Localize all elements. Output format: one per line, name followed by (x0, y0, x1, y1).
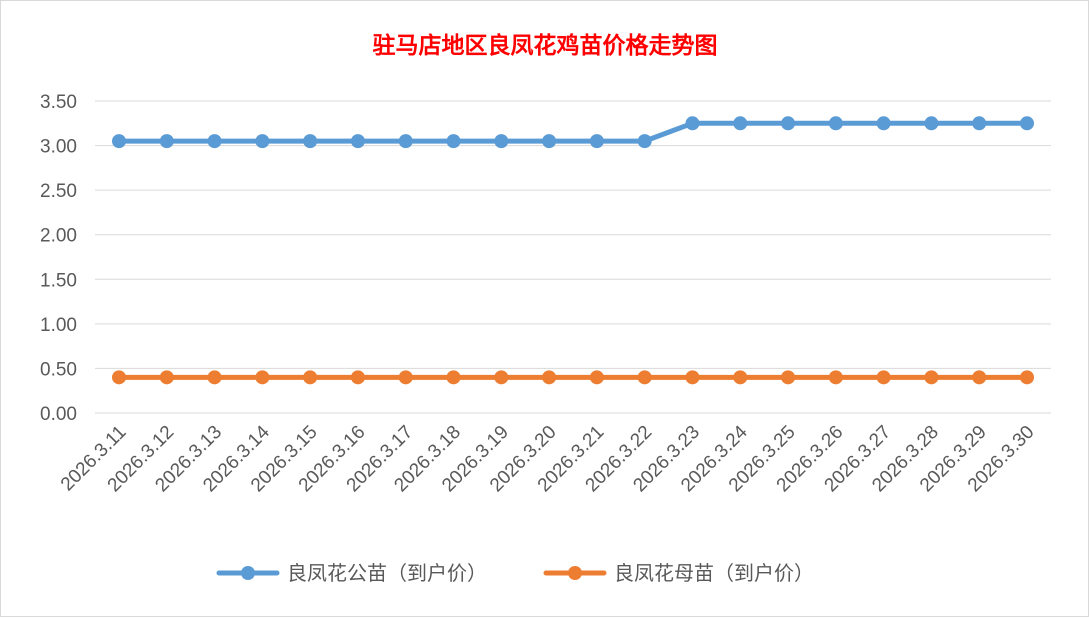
legend-item[interactable]: 良凤花母苗（到户价） (543, 561, 814, 585)
data-point (398, 134, 413, 149)
legend-marker (241, 566, 255, 580)
y-tick-label: 1.50 (40, 270, 77, 291)
y-tick-label: 0.50 (40, 359, 77, 380)
legend-label: 良凤花公苗（到户价） (287, 561, 487, 585)
data-point (398, 370, 413, 385)
data-point (589, 134, 604, 149)
data-point (972, 116, 987, 131)
data-point (207, 134, 222, 149)
data-point (255, 134, 270, 149)
data-point (350, 134, 365, 149)
data-point (350, 370, 365, 385)
data-point (589, 370, 604, 385)
chart-title: 驻马店地区良凤花鸡苗价格走势图 (373, 32, 718, 59)
data-point (159, 134, 174, 149)
data-point (637, 134, 652, 149)
series-line (116, 120, 1030, 144)
data-point (876, 370, 891, 385)
y-tick-label: 3.50 (40, 92, 77, 113)
data-point (255, 370, 270, 385)
data-point (1020, 116, 1034, 131)
data-point (685, 370, 700, 385)
data-point (781, 370, 796, 385)
legend-item[interactable]: 良凤花公苗（到户价） (216, 561, 487, 585)
data-point (828, 370, 843, 385)
series-group (112, 116, 1034, 385)
y-tick-label: 3.00 (40, 137, 77, 158)
data-point (207, 370, 222, 385)
legend-label: 良凤花母苗（到户价） (614, 561, 814, 585)
data-point (924, 370, 939, 385)
data-point (924, 116, 939, 131)
y-tick-label: 2.50 (40, 181, 77, 202)
data-point (303, 134, 318, 149)
data-point (876, 116, 891, 131)
data-point (494, 370, 509, 385)
data-point (446, 370, 461, 385)
data-point (781, 116, 796, 131)
data-point (685, 116, 700, 131)
grid-lines (95, 100, 1051, 414)
legend-marker (568, 566, 582, 580)
data-point (733, 370, 748, 385)
data-point (112, 370, 126, 385)
data-point (446, 134, 461, 149)
x-axis-ticks: 2026.3.112026.3.122026.3.132026.3.142026… (57, 421, 1039, 496)
data-point (828, 116, 843, 131)
data-point (972, 370, 987, 385)
y-tick-label: 0.00 (40, 404, 77, 425)
data-point (303, 370, 318, 385)
data-point (1020, 370, 1034, 385)
data-point (542, 134, 557, 149)
series-1 (112, 116, 1034, 149)
data-point (112, 134, 126, 149)
data-point (733, 116, 748, 131)
data-point (159, 370, 174, 385)
data-point (494, 134, 509, 149)
y-axis-ticks: 0.00 0.50 1.00 1.50 2.00 2.50 3.00 3.50 (40, 92, 77, 425)
y-tick-label: 2.00 (40, 226, 77, 247)
legend: 良凤花公苗（到户价） 良凤花母苗（到户价） (216, 561, 814, 585)
series-2 (112, 370, 1034, 385)
data-point (637, 370, 652, 385)
data-point (542, 370, 557, 385)
y-tick-label: 1.00 (40, 315, 77, 336)
